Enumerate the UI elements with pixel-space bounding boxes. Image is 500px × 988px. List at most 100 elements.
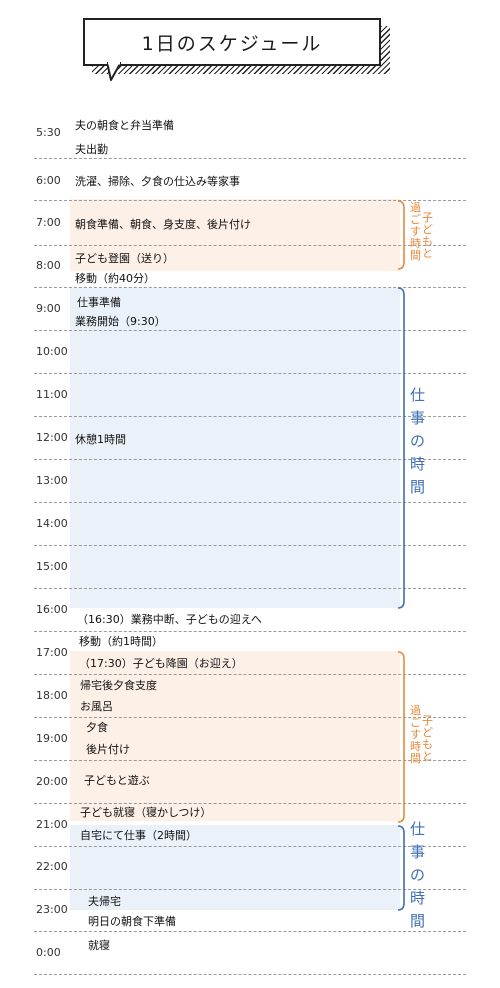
event-item: 業務開始（9:30） [75,315,166,328]
time-label: 23:00 [36,903,68,916]
vertical-char: 子 [422,211,433,224]
row-divider [34,502,466,503]
vertical-char: 過 [410,201,421,214]
vertical-char: す [410,225,421,238]
vertical-char: 時 [410,889,426,907]
time-label: 5:30 [36,126,61,139]
kids-time-band-morning [70,199,400,271]
time-label: 12:00 [36,431,68,444]
time-label: 21:00 [36,818,68,831]
event-item: （16:30）業務中断、子どもの迎えへ [77,613,262,626]
row-divider [34,373,466,374]
row-divider [34,416,466,417]
event-item: 子どもと遊ぶ [84,774,150,787]
time-label: 18:00 [36,689,68,702]
kids-time-label-col1: 子どもと [422,204,433,260]
vertical-char: も [422,738,433,751]
vertical-char: も [422,235,433,248]
vertical-char: 事 [410,843,426,861]
kids-time-label-col2: 過ごす時間 [410,705,421,765]
vertical-char: 仕 [410,386,426,404]
event-item: 帰宅後夕食支度 [80,679,157,692]
event-item: 移動（約40分） [75,272,155,285]
time-label: 10:00 [36,345,68,358]
time-label: 7:00 [36,216,61,229]
row-divider [34,459,466,460]
vertical-char: 時 [410,237,421,250]
vertical-char: の [410,866,426,884]
row-divider [34,545,466,546]
vertical-char: と [422,247,433,260]
event-item: 夕食 [86,721,108,734]
event-item: 夫出勤 [75,143,108,156]
time-label: 8:00 [36,259,61,272]
vertical-char: 間 [410,249,421,262]
kids-time-brace-evening [397,651,405,823]
row-divider [34,931,466,932]
row-divider [34,330,466,331]
row-divider [34,760,466,761]
vertical-char: 過 [410,704,421,717]
vertical-char: 間 [410,752,421,765]
time-label: 0:00 [36,946,61,959]
work-time-band-day [70,288,400,608]
vertical-char: 子 [422,714,433,727]
vertical-char: 時 [410,455,426,473]
event-item: 自宅にて仕事（2時間） [80,829,197,842]
vertical-char: の [410,432,426,450]
row-divider [34,287,466,288]
work-time-label: 仕事の時間 [410,384,425,499]
time-label: 13:00 [36,474,68,487]
row-divider [34,631,466,632]
page-title: 1日のスケジュール [83,18,381,66]
event-item: 仕事準備 [77,296,121,309]
vertical-char: 仕 [410,820,426,838]
row-divider [34,588,466,589]
vertical-char: ご [410,213,421,226]
row-divider [34,974,466,975]
kids-time-label-col2: 過ごす時間 [410,202,421,262]
time-label: 16:00 [36,603,68,616]
event-item: 休憩1時間 [75,433,126,446]
vertical-char: す [410,728,421,741]
work-time-label-text: 仕事の時間 [410,818,425,933]
row-divider [34,846,466,847]
work-time-brace-day [397,287,405,609]
time-label: 6:00 [36,174,61,187]
row-divider [34,200,466,201]
time-label: 20:00 [36,775,68,788]
event-item: 後片付け [86,743,130,756]
kids-time-label-col1: 子どもと [422,707,433,763]
time-label: 17:00 [36,646,68,659]
vertical-char: と [422,750,433,763]
time-label: 22:00 [36,860,68,873]
time-label: 9:00 [36,302,61,315]
vertical-char: ど [422,726,433,739]
vertical-char: ご [410,716,421,729]
kids-time-brace-morning [397,200,405,270]
row-divider [34,889,466,890]
event-item: 子ども就寝（寝かしつけ） [80,806,212,819]
time-label: 11:00 [36,388,68,401]
vertical-char: 事 [410,409,426,427]
event-item: 洗濯、掃除、夕食の仕込み等家事 [75,175,240,188]
vertical-char: 間 [410,912,426,930]
kids-time-label-evening: 子どもと 過ごす時間 [410,705,433,765]
event-item: 朝食準備、朝食、身支度、後片付け [75,218,251,231]
vertical-char: 時 [410,740,421,753]
event-item: 移動（約1時間） [79,635,163,648]
work-time-label-night: 仕事の時間 [410,818,425,933]
event-item: （17:30）子ども降園（お迎え） [79,657,243,670]
event-item: 夫帰宅 [88,895,121,908]
kids-time-band-evening [70,651,400,821]
event-item: お風呂 [80,700,113,713]
event-item: 夫の朝食と弁当準備 [75,119,174,132]
work-time-brace-night [397,825,405,911]
event-item: 子ども登園（送り） [75,252,174,265]
time-label: 15:00 [36,560,68,573]
row-divider [34,158,466,159]
kids-time-label: 子どもと 過ごす時間 [410,202,433,262]
row-divider [34,674,466,675]
vertical-char: 間 [410,478,426,496]
